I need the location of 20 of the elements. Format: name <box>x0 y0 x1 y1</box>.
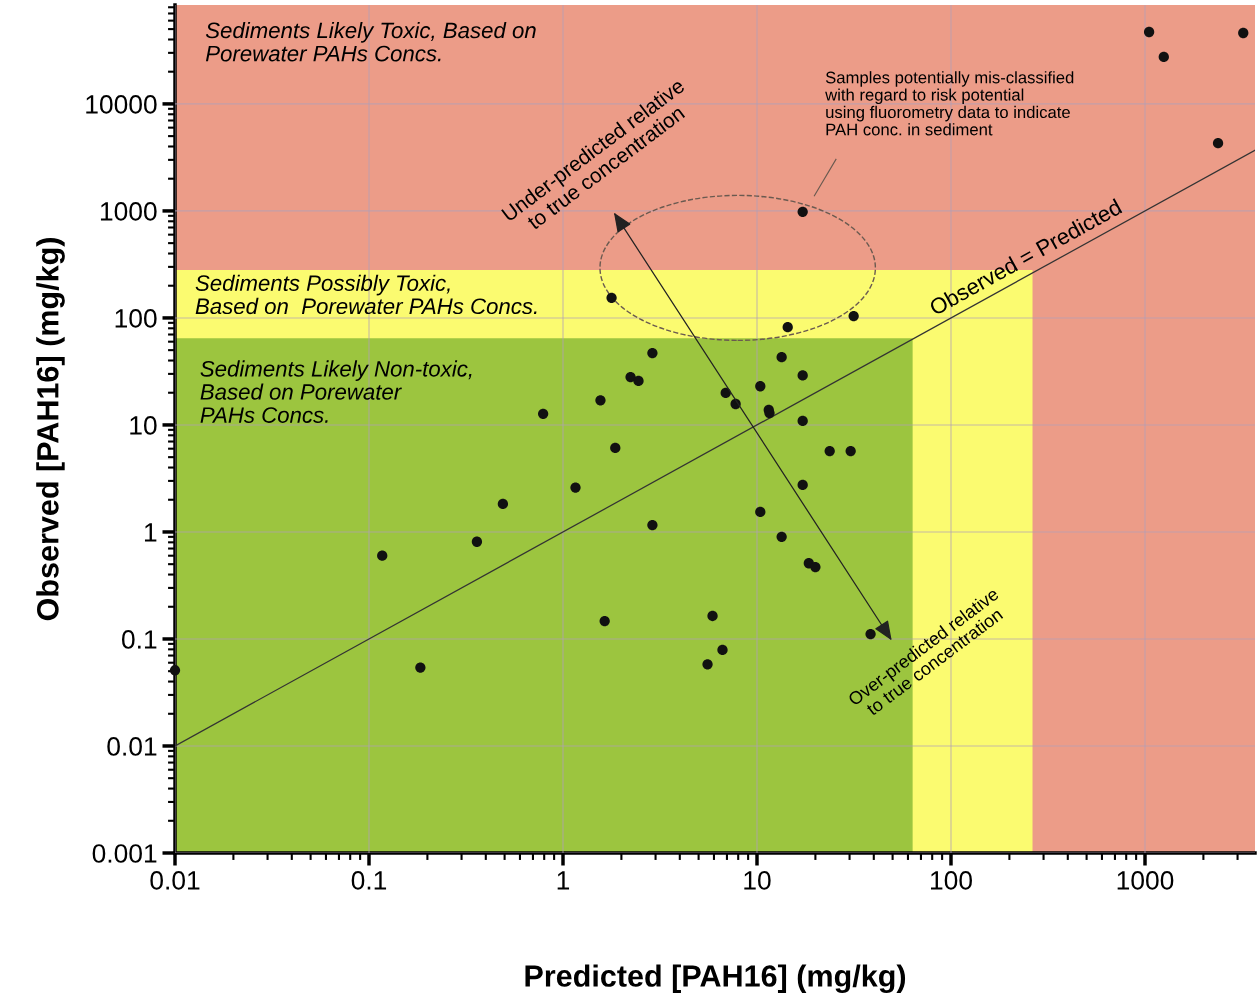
y-axis-title: Observed [PAH16] (mg/kg) <box>36 238 65 621</box>
x-tick-label: 1 <box>557 871 570 890</box>
annotation: Sediments Likely Toxic, Based on Porewater PAHs Concs. <box>205 21 536 62</box>
annotation: Samples potentially mis-classified with regard to risk potential using fluorometry data to indicate PAH conc. in sediment <box>825 71 1074 136</box>
y-tick-label: 10 <box>130 416 157 435</box>
y-tick-label: 0.1 <box>121 630 157 649</box>
x-tick-label: 10 <box>744 871 771 890</box>
y-tick-label: 1000 <box>100 202 157 221</box>
x-tick-label: 0.01 <box>150 871 200 890</box>
x-tick-label: 100 <box>931 871 972 890</box>
y-tick-label: 0.01 <box>107 737 157 756</box>
y-tick-label: 1 <box>144 523 157 542</box>
y-tick-label: 0.001 <box>92 844 157 863</box>
x-axis-title: Predicted [PAH16] (mg/kg) <box>525 964 906 994</box>
annotation: Sediments Likely Non-toxic, Based on Porewater PAHs Concs. <box>200 360 472 423</box>
y-tick-label: 10000 <box>86 95 157 114</box>
x-tick-label: 0.1 <box>351 871 387 890</box>
x-tick-label: 1000 <box>1117 871 1174 890</box>
y-tick-label: 100 <box>115 309 157 328</box>
annotation: Sediments Possibly Toxic, Based on Porewater PAHs Concs. <box>195 274 537 315</box>
